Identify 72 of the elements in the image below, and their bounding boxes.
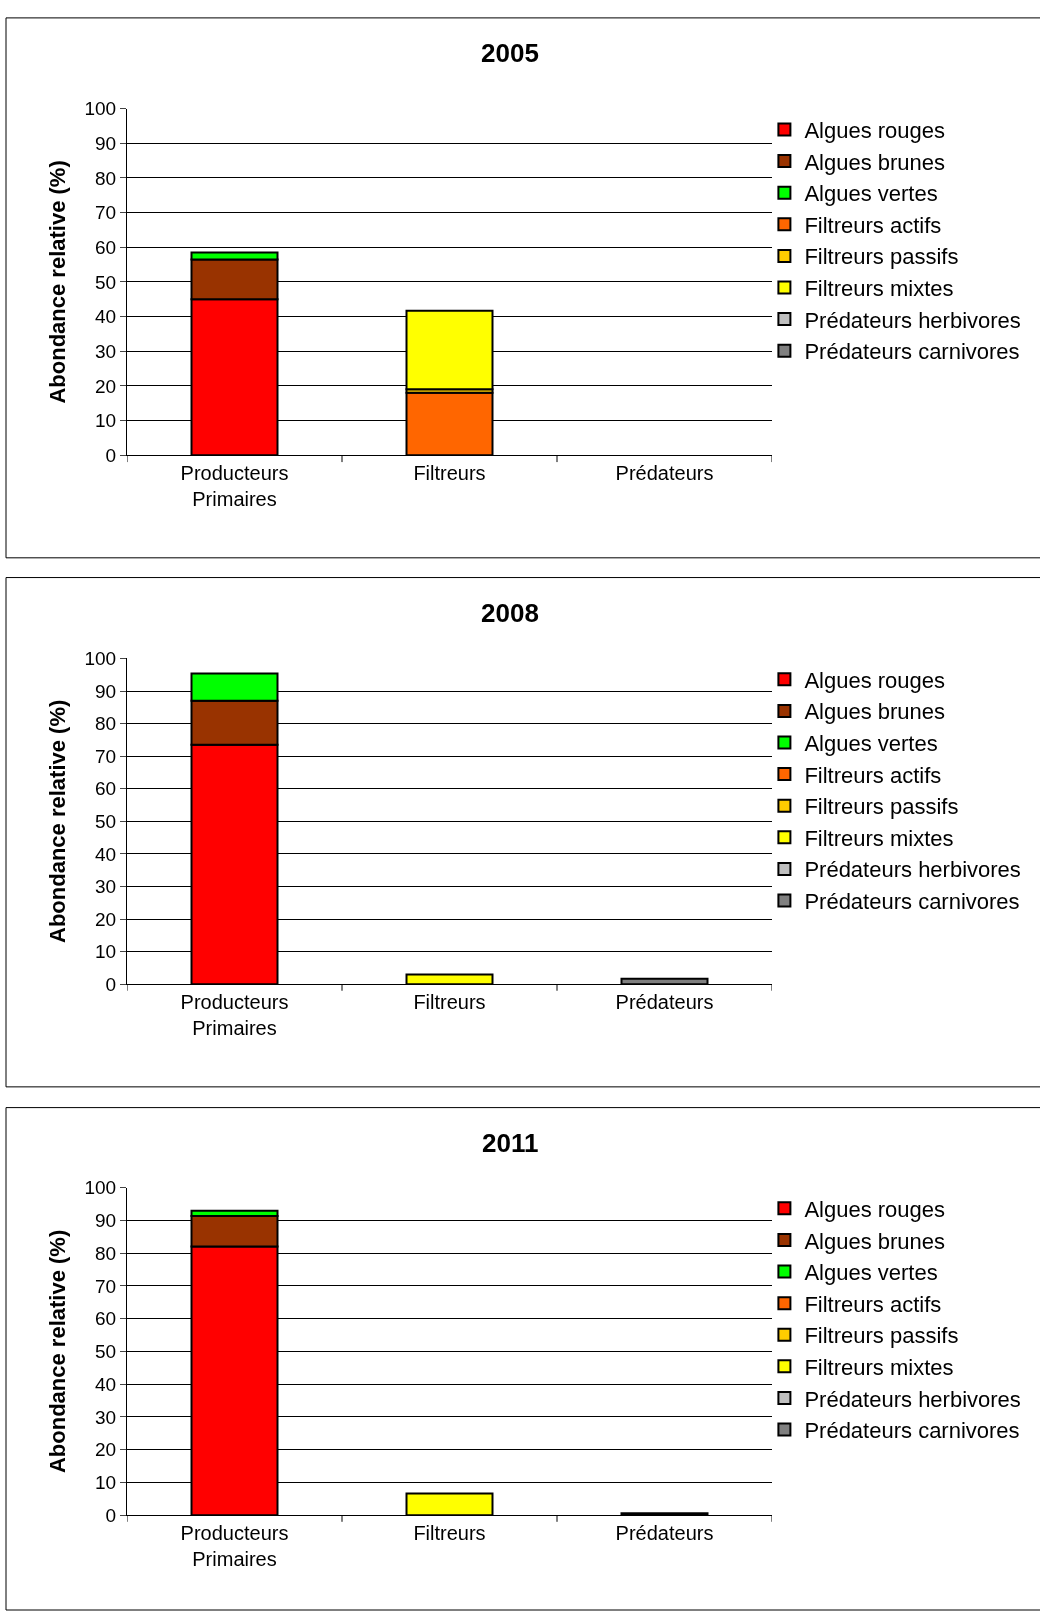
y-axis-title: Abondance relative (%) [45, 1229, 71, 1474]
y-tick-label: 50 [95, 271, 117, 293]
y-tick-label: 80 [95, 713, 117, 735]
y-tick-label: 20 [95, 908, 117, 930]
x-tick-label: Prédateurs [615, 1522, 714, 1545]
y-tick-label: 60 [95, 778, 117, 800]
y-tick-label: 40 [95, 306, 117, 328]
legend-label: Filtreurs passifs [804, 244, 959, 270]
y-tick-label: 80 [95, 167, 117, 189]
y-tick-label: 60 [95, 236, 117, 258]
x-tick-label: Filtreurs [413, 462, 486, 485]
y-tick-label: 70 [95, 202, 117, 224]
x-tick-label: Filtreurs [413, 1522, 486, 1545]
legend-label: Algues rouges [804, 118, 946, 144]
y-tick-label: 10 [95, 410, 117, 432]
legend-label: Algues rouges [804, 667, 946, 693]
y-tick-label: 30 [95, 876, 117, 898]
y-tick-label: 90 [95, 1209, 117, 1231]
legend-label: Filtreurs actifs [804, 212, 942, 238]
y-tick-label: 100 [84, 98, 117, 120]
chart-title: 2008 [481, 598, 539, 628]
x-tick-label: Producteurs Primaires [180, 462, 289, 511]
y-tick-label: 0 [105, 1504, 117, 1526]
y-tick-label: 90 [95, 680, 117, 702]
legend-label: Prédateurs carnivores [804, 889, 1020, 915]
y-tick-label: 10 [95, 941, 117, 963]
legend-label: Algues brunes [804, 149, 946, 175]
y-tick-label: 100 [84, 1177, 117, 1199]
legend-label: Algues vertes [804, 181, 938, 207]
y-axis-title: Abondance relative (%) [45, 699, 71, 943]
legend-label: Prédateurs carnivores [804, 339, 1020, 365]
legend-label: Prédateurs herbivores [804, 1386, 1021, 1412]
y-tick-label: 0 [105, 444, 117, 466]
legend-label: Filtreurs passifs [804, 794, 959, 820]
y-tick-label: 30 [95, 1406, 117, 1428]
legend-label: Filtreurs actifs [804, 1291, 942, 1317]
x-tick-label: Prédateurs [615, 462, 714, 485]
y-tick-label: 90 [95, 133, 117, 155]
legend-label: Prédateurs herbivores [804, 857, 1021, 883]
x-tick-label: Producteurs Primaires [180, 991, 289, 1040]
x-tick-label: Producteurs Primaires [180, 1522, 289, 1571]
y-tick-label: 50 [95, 811, 117, 832]
legend-label: Algues vertes [804, 1260, 938, 1286]
chart-title: 2011 [482, 1128, 539, 1158]
legend-label: Algues rouges [804, 1196, 946, 1222]
legend-label: Algues vertes [804, 731, 938, 757]
y-tick-label: 80 [95, 1242, 117, 1264]
y-tick-label: 100 [84, 648, 117, 670]
x-tick-label: Prédateurs [615, 991, 714, 1014]
legend-label: Filtreurs mixtes [804, 276, 954, 302]
legend-label: Filtreurs passifs [804, 1323, 959, 1349]
legend-label: Filtreurs mixtes [804, 825, 954, 851]
y-tick-label: 50 [95, 1341, 117, 1363]
y-tick-label: 20 [95, 1439, 117, 1461]
legend-label: Prédateurs carnivores [804, 1418, 1020, 1444]
y-tick-label: 30 [95, 340, 117, 362]
y-tick-label: 40 [95, 843, 117, 865]
legend-label: Prédateurs herbivores [804, 307, 1021, 333]
chart-title: 2005 [481, 38, 539, 68]
legend-label: Filtreurs mixtes [804, 1354, 954, 1380]
legend-label: Algues brunes [804, 699, 946, 725]
legend-label: Filtreurs actifs [804, 762, 942, 788]
y-tick-label: 0 [105, 973, 117, 995]
y-tick-label: 20 [95, 375, 117, 397]
y-axis-title: Abondance relative (%) [45, 160, 71, 404]
y-tick-label: 70 [95, 1275, 117, 1297]
y-tick-label: 40 [95, 1373, 117, 1395]
y-tick-label: 70 [95, 745, 117, 767]
y-tick-label: 60 [95, 1308, 117, 1330]
y-tick-label: 10 [95, 1472, 117, 1494]
legend-label: Algues brunes [804, 1228, 946, 1254]
x-tick-label: Filtreurs [413, 991, 486, 1014]
